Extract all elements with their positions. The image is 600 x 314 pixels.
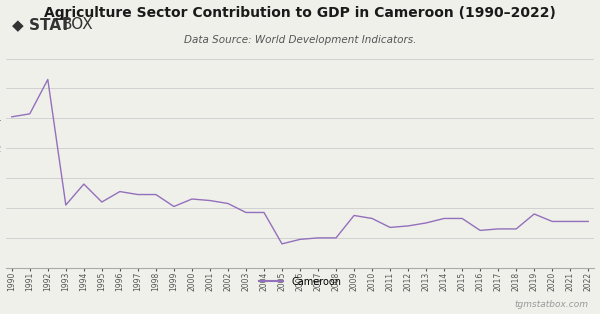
Text: Data Source: World Development Indicators.: Data Source: World Development Indicator…	[184, 35, 416, 45]
Legend: Cameroon: Cameroon	[255, 273, 345, 290]
Text: ◆ STAT: ◆ STAT	[12, 17, 70, 32]
Text: Agriculture Sector Contribution to GDP in Cameroon (1990–2022): Agriculture Sector Contribution to GDP i…	[44, 6, 556, 20]
Text: tgmstatbox.com: tgmstatbox.com	[514, 300, 588, 309]
Text: BOX: BOX	[62, 17, 94, 32]
